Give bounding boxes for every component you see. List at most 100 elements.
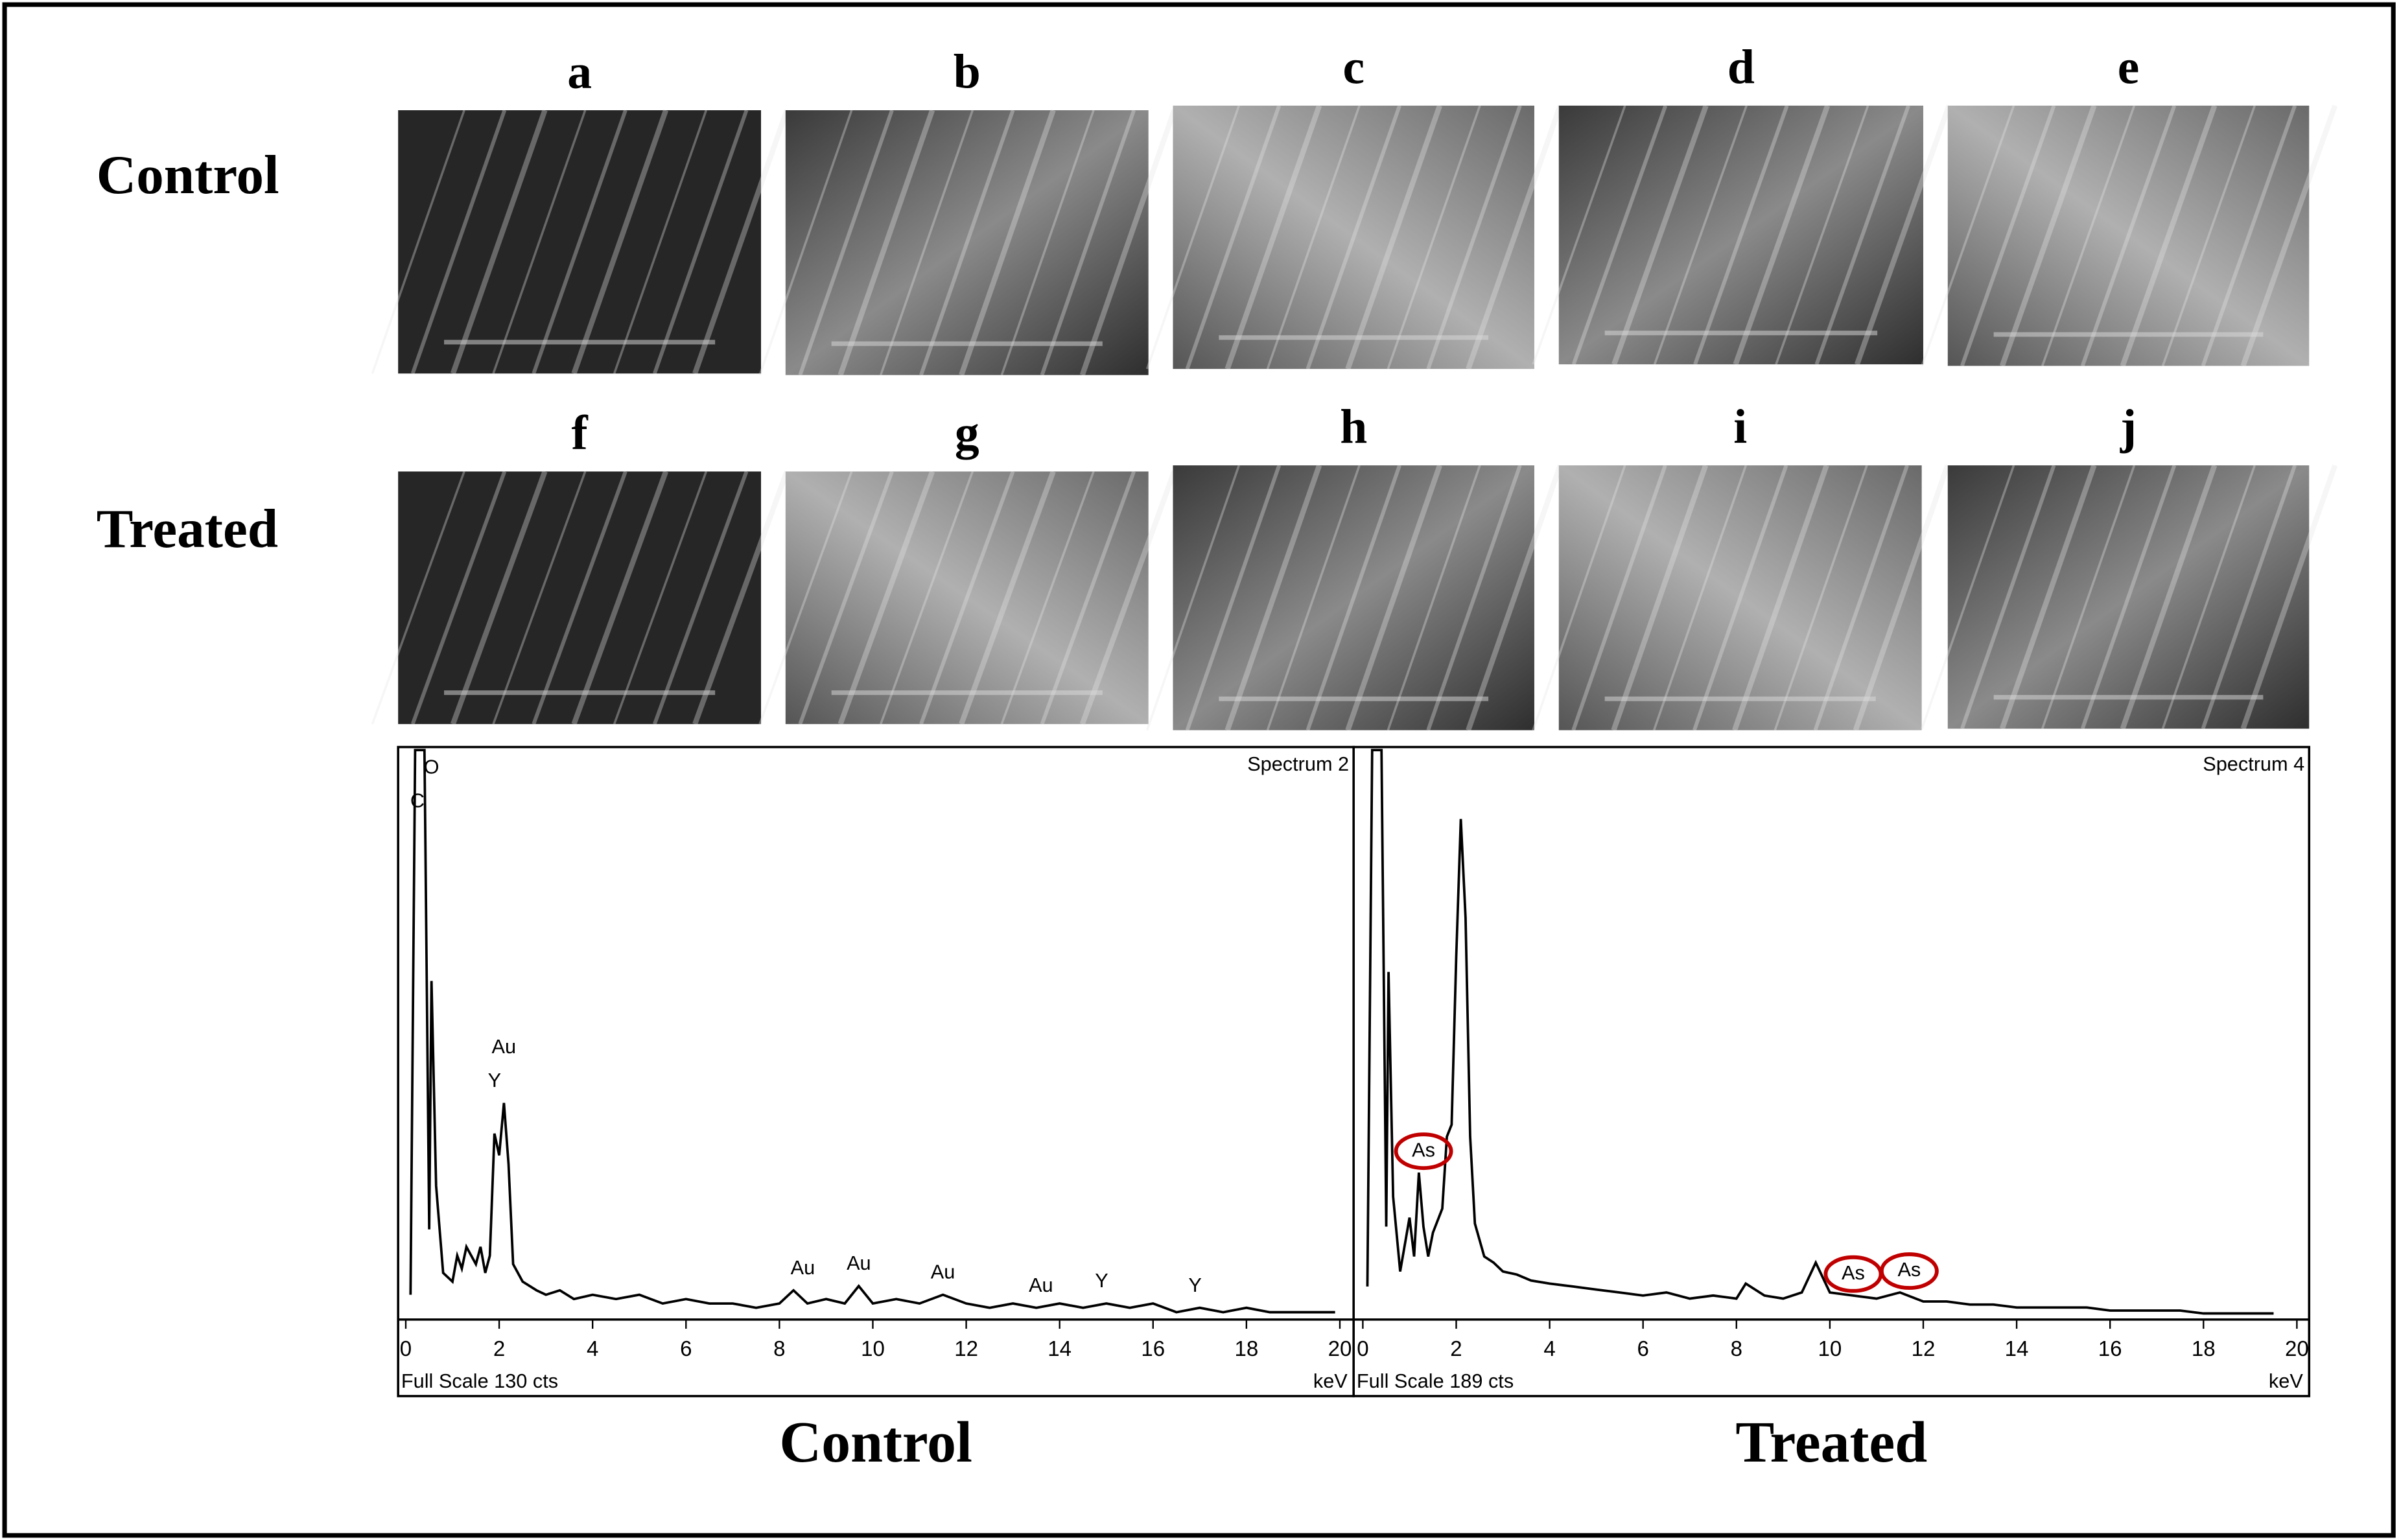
element-label: As	[1897, 1258, 1921, 1281]
sem-texture	[1079, 109, 1177, 377]
sem-texture	[837, 109, 935, 377]
x-tick-label: 4	[587, 1337, 598, 1361]
sem-texture	[1854, 104, 1952, 366]
sem-image	[785, 110, 1149, 375]
sem-texture	[1224, 104, 1322, 370]
sem-texture	[1813, 465, 1909, 731]
sem-texture	[1306, 104, 1401, 370]
spectrum-title: Spectrum 2	[1247, 752, 1349, 775]
sem-texture	[2240, 104, 2338, 367]
spectrum-line	[409, 749, 1335, 1314]
spectrum-title: Spectrum 4	[2203, 752, 2304, 775]
sem-texture	[2120, 104, 2218, 367]
sem-texture	[1692, 465, 1788, 731]
sem-scalebar	[1219, 696, 1489, 701]
sem-texture	[492, 110, 587, 374]
panel-label: g	[955, 406, 979, 460]
sem-texture	[571, 109, 669, 375]
sem-texture	[371, 110, 465, 374]
sem-texture	[1733, 104, 1831, 366]
sem-texture	[1040, 110, 1136, 376]
row-label: Control	[97, 145, 279, 205]
sem-texture	[1387, 465, 1481, 731]
sem-texture	[1999, 104, 2097, 367]
sem-texture	[1653, 105, 1748, 365]
sem-texture	[571, 471, 669, 725]
element-label: Au	[847, 1252, 871, 1274]
x-tick-label: 20	[1328, 1337, 1352, 1361]
sem-texture	[1611, 104, 1709, 366]
sem-texture	[1040, 471, 1136, 725]
spectrum-footer: Full Scale 189 cts	[1357, 1370, 1514, 1392]
element-label: As	[1412, 1138, 1435, 1161]
x-tick-label: 8	[1731, 1337, 1742, 1361]
element-label: Y	[1188, 1274, 1201, 1296]
panel-label: h	[1340, 400, 1367, 454]
sem-texture	[1693, 104, 1789, 366]
sem-texture	[1571, 104, 1668, 366]
sem-texture	[410, 110, 507, 375]
sem-texture	[2201, 104, 2297, 367]
x-tick-label: 6	[1637, 1337, 1648, 1361]
sem-image	[1173, 105, 1534, 369]
sem-texture	[1652, 465, 1748, 731]
sem-texture	[919, 471, 1015, 725]
element-label: Au	[1029, 1274, 1053, 1296]
chart-caption: Control	[779, 1410, 972, 1475]
sem-image	[1947, 465, 2310, 729]
element-label: Y	[488, 1069, 501, 1091]
sem-texture	[959, 109, 1056, 377]
panel-label: a	[567, 45, 592, 99]
x-tick-label: 16	[2098, 1337, 2122, 1361]
sem-texture	[2080, 465, 2177, 730]
sem-image	[398, 471, 762, 725]
sem-texture	[798, 471, 894, 725]
x-axis-label: keV	[2269, 1370, 2303, 1392]
sem-texture	[1466, 104, 1563, 370]
sem-texture	[1426, 465, 1522, 731]
sem-texture	[2161, 105, 2256, 367]
sem-texture	[1732, 464, 1829, 731]
sem-texture	[613, 110, 708, 374]
sem-texture	[2161, 465, 2256, 729]
sem-scalebar	[1604, 696, 1876, 701]
sem-texture	[837, 471, 935, 725]
sem-texture	[2201, 465, 2297, 730]
sem-texture	[798, 110, 894, 376]
sem-texture	[1960, 465, 2056, 730]
x-tick-label: 20	[2285, 1337, 2309, 1361]
sem-texture	[1611, 464, 1709, 731]
sem-texture	[2120, 464, 2218, 730]
sem-texture	[532, 110, 627, 375]
sem-scalebar	[1993, 695, 2264, 700]
element-label: O	[424, 756, 439, 778]
sem-texture	[919, 110, 1015, 376]
sem-texture	[1466, 464, 1563, 731]
sem-texture	[758, 110, 853, 376]
x-tick-label: 18	[1234, 1337, 1258, 1361]
sem-texture	[1266, 465, 1361, 731]
element-label: As	[1842, 1261, 1865, 1284]
sem-texture	[1000, 110, 1095, 376]
sem-texture	[1426, 104, 1522, 370]
sem-texture	[1775, 105, 1869, 365]
sem-texture	[959, 471, 1056, 725]
sem-texture	[410, 471, 507, 725]
sem-texture	[450, 109, 548, 375]
sem-texture	[1814, 104, 1910, 366]
sem-texture	[692, 471, 790, 725]
spectrum-footer: Full Scale 130 cts	[401, 1370, 558, 1392]
sem-scalebar	[444, 340, 716, 345]
element-label: Au	[492, 1035, 517, 1058]
sem-texture	[613, 471, 708, 725]
sem-texture	[880, 471, 974, 725]
sem-texture	[1345, 104, 1442, 370]
sem-texture	[1571, 465, 1667, 731]
spectrum-frame	[1352, 745, 2311, 1397]
sem-scalebar	[831, 341, 1103, 346]
sem-texture	[1999, 464, 2097, 730]
sem-texture	[1306, 465, 1401, 731]
sem-texture	[1960, 104, 2056, 367]
